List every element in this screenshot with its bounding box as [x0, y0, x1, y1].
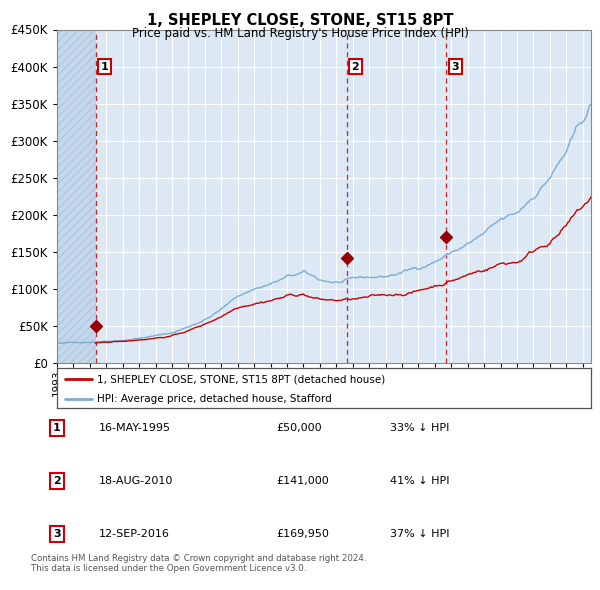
Text: £141,000: £141,000: [276, 476, 329, 486]
Text: 12-SEP-2016: 12-SEP-2016: [99, 529, 170, 539]
Text: 1: 1: [53, 423, 61, 432]
Text: 1, SHEPLEY CLOSE, STONE, ST15 8PT: 1, SHEPLEY CLOSE, STONE, ST15 8PT: [147, 13, 453, 28]
Text: 3: 3: [53, 529, 61, 539]
Text: 16-MAY-1995: 16-MAY-1995: [99, 423, 171, 432]
Text: 33% ↓ HPI: 33% ↓ HPI: [390, 423, 449, 432]
Text: £169,950: £169,950: [276, 529, 329, 539]
Text: HPI: Average price, detached house, Stafford: HPI: Average price, detached house, Staf…: [97, 394, 332, 404]
Text: £50,000: £50,000: [276, 423, 322, 432]
Text: Contains HM Land Registry data © Crown copyright and database right 2024.
This d: Contains HM Land Registry data © Crown c…: [31, 554, 367, 573]
Text: 3: 3: [451, 61, 459, 71]
Text: 2: 2: [352, 61, 359, 71]
Text: Price paid vs. HM Land Registry's House Price Index (HPI): Price paid vs. HM Land Registry's House …: [131, 27, 469, 40]
Bar: [57, 30, 96, 363]
Text: 1: 1: [101, 61, 109, 71]
Text: 37% ↓ HPI: 37% ↓ HPI: [390, 529, 449, 539]
Text: 2: 2: [53, 476, 61, 486]
Text: 41% ↓ HPI: 41% ↓ HPI: [390, 476, 449, 486]
Text: 18-AUG-2010: 18-AUG-2010: [99, 476, 173, 486]
Text: 1, SHEPLEY CLOSE, STONE, ST15 8PT (detached house): 1, SHEPLEY CLOSE, STONE, ST15 8PT (detac…: [97, 375, 385, 385]
